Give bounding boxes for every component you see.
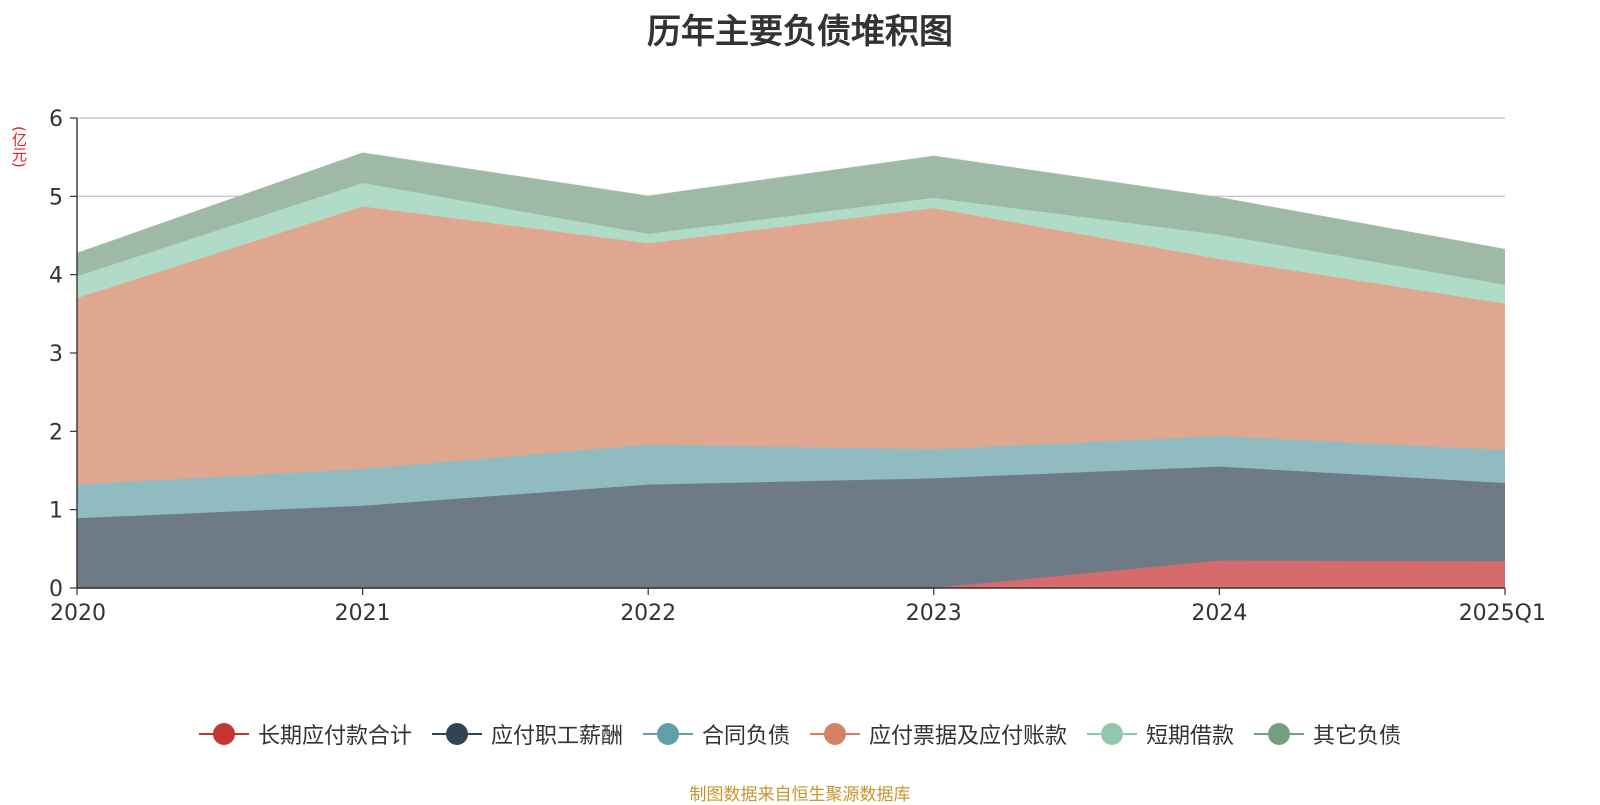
legend-label: 应付票据及应付账款 [869, 724, 1068, 749]
area-应付票据及应付账款 [77, 206, 1505, 485]
x-tick-label: 2022 [620, 601, 676, 626]
area-应付职工薪酬 [77, 466, 1505, 588]
axes: 0 1 2 3 4 5 6 2020 2021 2022 2023 2024 2025Q1 [49, 107, 1546, 626]
x-tick-label: 2024 [1191, 601, 1247, 626]
legend-item[interactable]: 应付票据及应付账款 [810, 718, 1067, 750]
legend-marker [198, 721, 249, 747]
legend-label: 短期借款 [1146, 724, 1235, 749]
x-tick-label: 2021 [335, 601, 391, 626]
chart-title: 历年主要负债堆积图 [647, 12, 953, 52]
legend-label: 合同负债 [701, 724, 790, 749]
legend-item[interactable]: 短期借款 [1087, 718, 1234, 750]
area-其它负债 [77, 153, 1505, 285]
legend-marker [810, 721, 860, 747]
legend-item[interactable]: 其它负债 [1254, 718, 1401, 750]
area-合同负债 [77, 436, 1505, 519]
legend-item[interactable]: 应付职工薪酬 [431, 718, 623, 750]
legend-item[interactable]: 长期应付款合计 [198, 718, 412, 750]
x-tick-label: 2025Q1 [1459, 601, 1546, 626]
y-tick-label: 4 [49, 264, 63, 289]
source-note: 制图数据来自恒生聚源数据库 [689, 785, 911, 805]
x-tick-label: 2023 [906, 601, 962, 626]
legend-marker [1087, 721, 1138, 747]
x-tick-label: 2020 [50, 601, 106, 626]
legend-marker [1254, 721, 1305, 747]
area-短期借款 [77, 183, 1505, 304]
legend-marker [431, 721, 482, 747]
y-tick-label: 1 [49, 499, 63, 524]
legend-item[interactable]: 合同负债 [642, 718, 790, 750]
y-tick-label: 2 [49, 420, 63, 445]
legend-label: 长期应付款合计 [257, 724, 412, 749]
legend-label: 应付职工薪酬 [490, 724, 623, 749]
y-tick-label: 6 [49, 107, 63, 132]
line-其它负债 [76, 152, 1506, 255]
y-tick-label: 3 [49, 342, 63, 367]
y-tick-label: 5 [49, 185, 63, 210]
series-areas [76, 152, 1506, 589]
legend: 长期应付款合计 应付职工薪酬 合同负债 应付票据及应付账款 短期借款 其它负债 [0, 718, 1600, 750]
y-tick-label: 0 [49, 577, 63, 602]
y-axis-unit-label: (亿元) [10, 126, 28, 168]
legend-label: 其它负债 [1313, 724, 1402, 749]
legend-marker [642, 721, 693, 747]
